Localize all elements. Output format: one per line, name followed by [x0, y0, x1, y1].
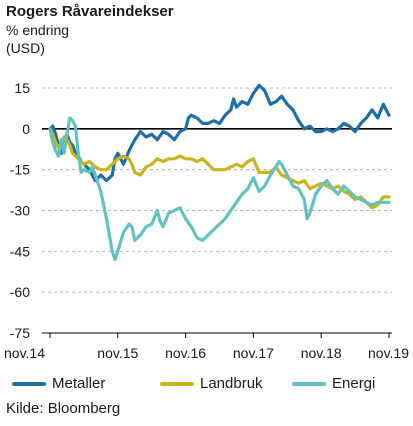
source-note: Kilde: Bloomberg [6, 400, 121, 417]
chart-subtitle: % endring [6, 22, 70, 38]
legend-item-landbruk: Landbruk [160, 375, 263, 392]
legend-label: Metaller [52, 375, 106, 392]
legend-swatch [292, 381, 326, 386]
legend-label: Energi [332, 375, 376, 392]
legend-swatch [12, 381, 46, 386]
y-tick-label: -60 [10, 284, 30, 300]
legend-item-metaller: Metaller [12, 375, 105, 392]
chart-title: Rogers Råvareindekser [6, 3, 174, 20]
series [48, 83, 391, 262]
legend-swatch [160, 381, 194, 386]
y-axis-labels: 15 0 -15 -30 -45 -60 -75 [10, 80, 30, 341]
series-line-metaller [48, 83, 391, 183]
y-tick-label: -30 [10, 203, 30, 219]
y-tick-label: -45 [10, 243, 30, 259]
legend: Metaller Landbruk Energi [0, 375, 413, 395]
x-tick-label: nov.14 [4, 345, 45, 361]
x-tick-label: nov.19 [368, 345, 409, 361]
x-tick-label: nov.17 [233, 345, 274, 361]
series-line-energi [48, 116, 391, 262]
x-axis-labels: nov.14 nov.15 nov.16 nov.17 nov.18 nov.19 [4, 333, 409, 361]
series-line-landbruk [48, 127, 391, 210]
grid [42, 87, 392, 334]
y-tick-label: 0 [22, 121, 30, 137]
chart-unit: (USD) [6, 40, 45, 56]
legend-label: Landbruk [200, 375, 263, 392]
legend-item-energi: Energi [292, 375, 375, 392]
x-tick-label: nov.16 [165, 345, 206, 361]
y-tick-label: 15 [14, 80, 30, 96]
y-tick-label: -15 [10, 162, 30, 178]
x-tick-label: nov.18 [301, 345, 342, 361]
x-tick-label: nov.15 [97, 345, 138, 361]
y-tick-label: -75 [10, 325, 30, 341]
